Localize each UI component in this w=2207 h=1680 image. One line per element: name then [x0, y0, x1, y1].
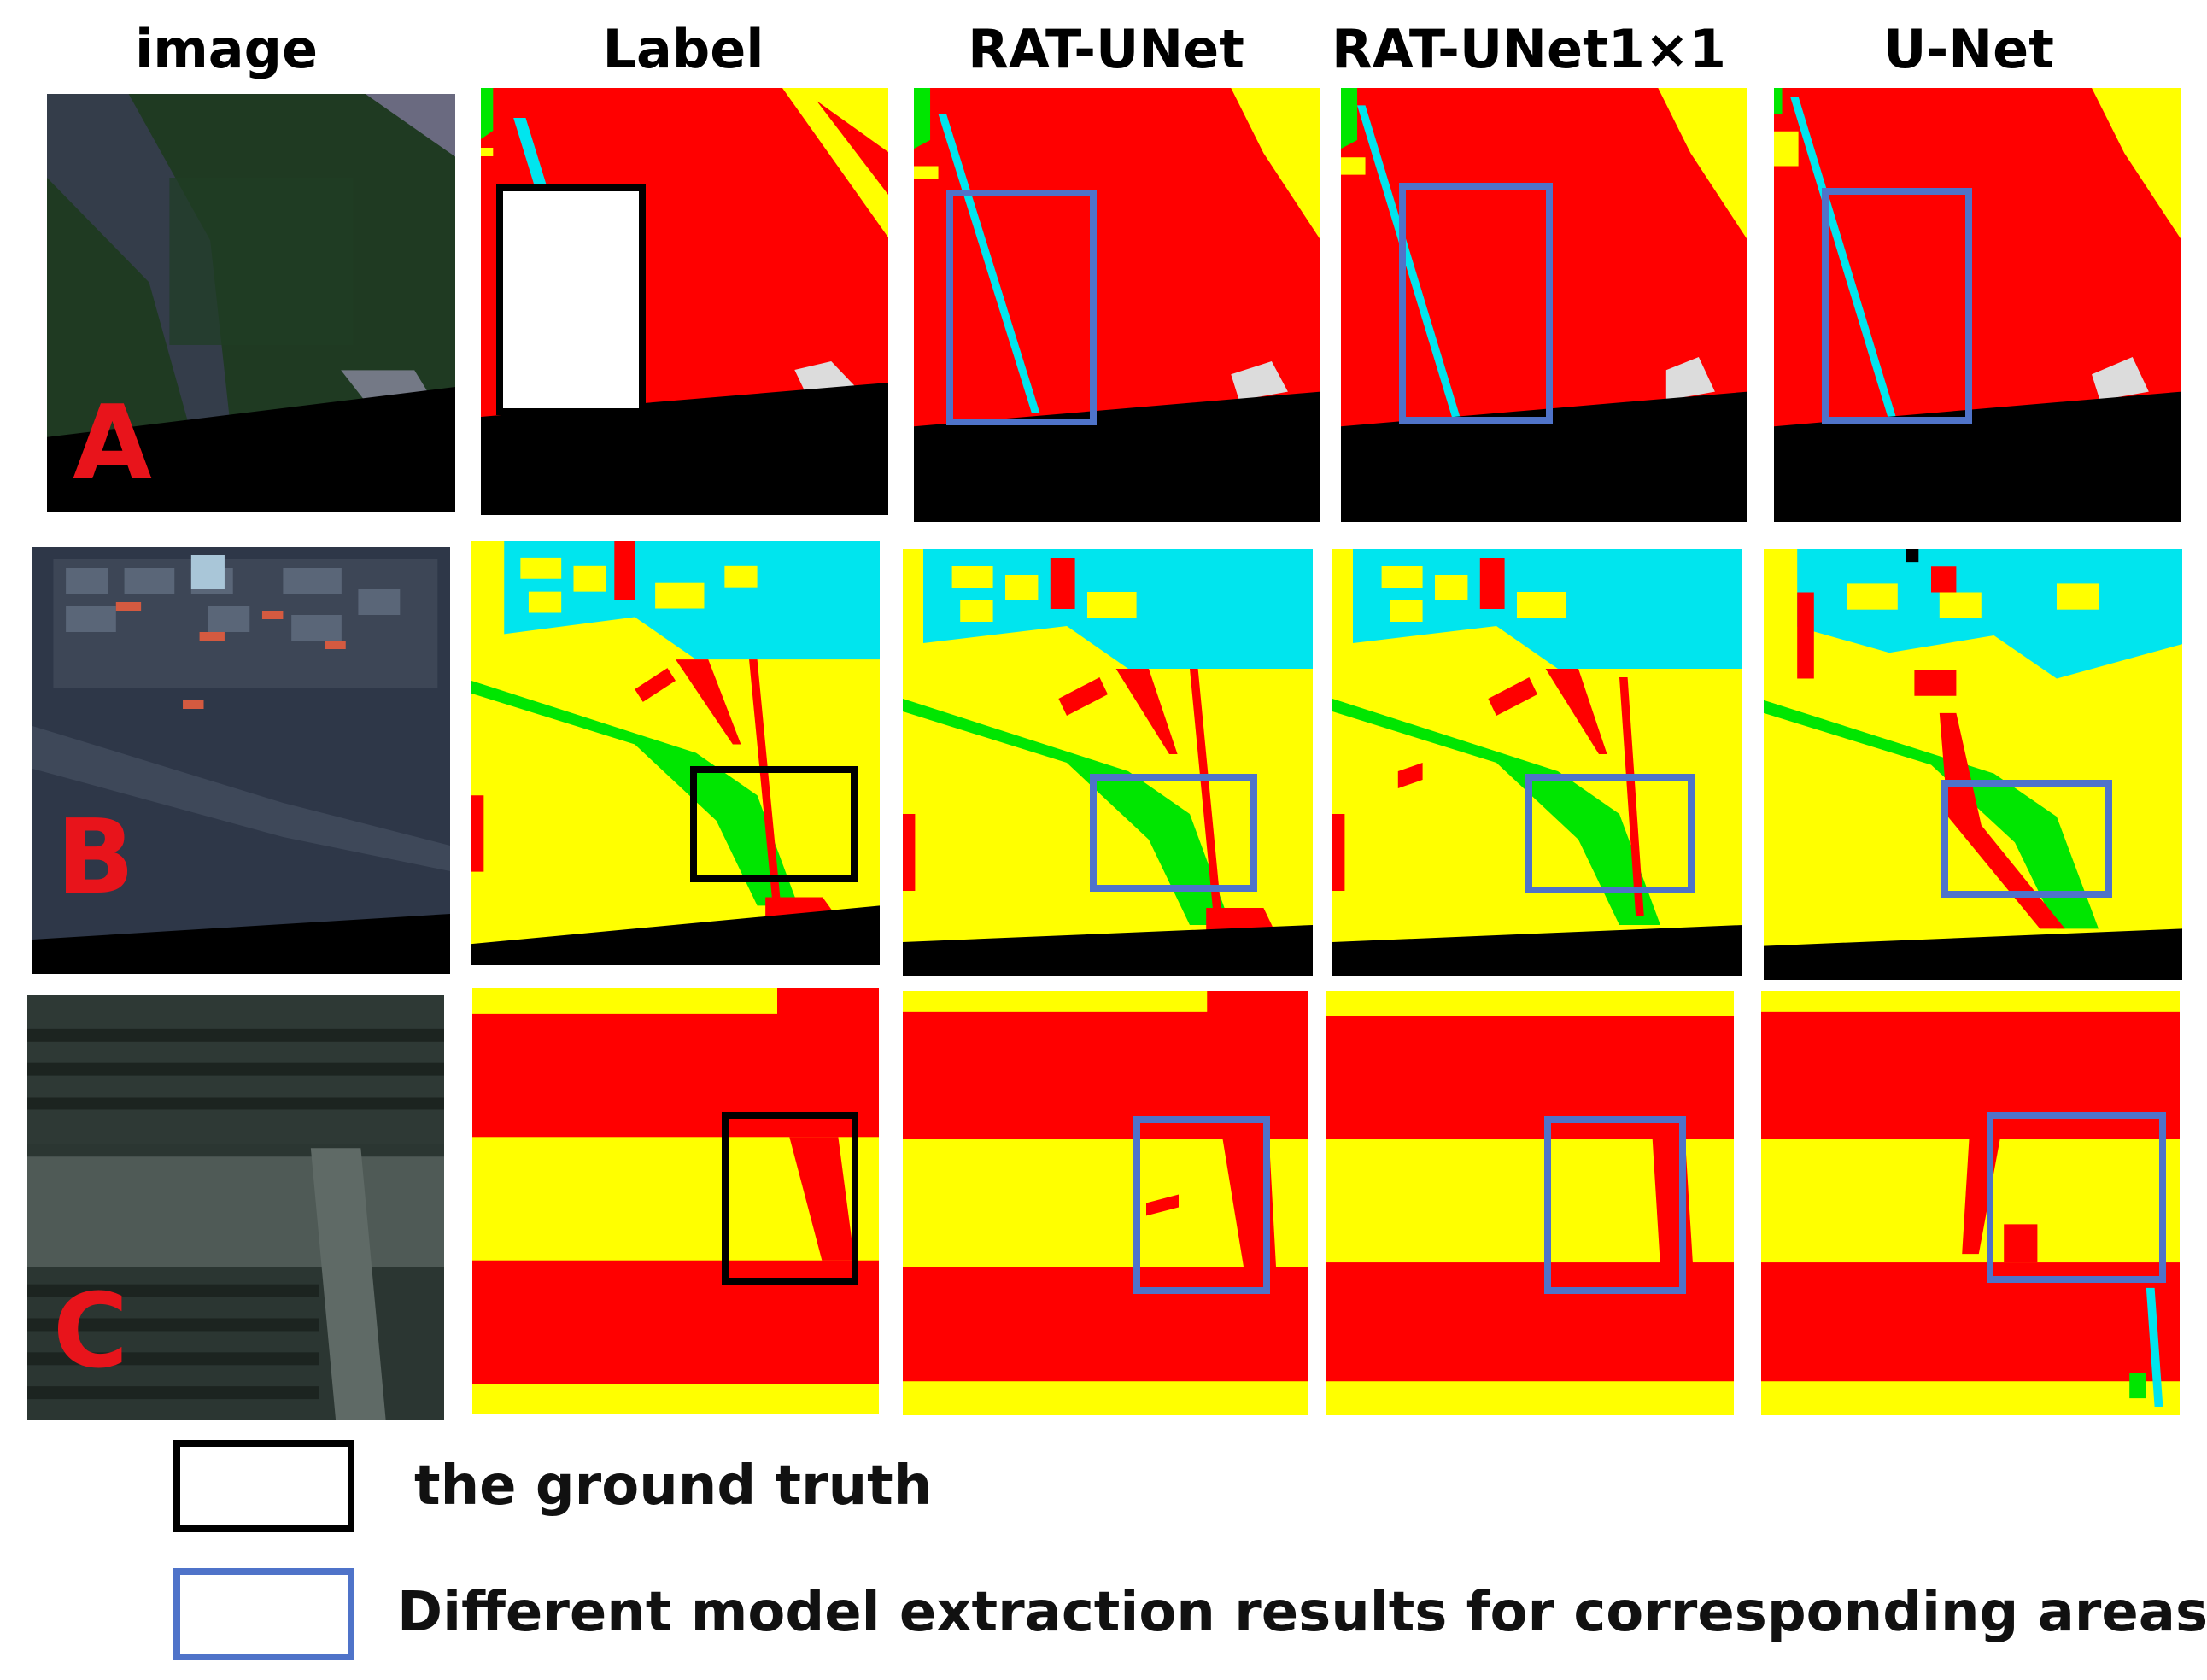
row-b-rat-unet-map: [903, 549, 1313, 976]
row-b-ground-truth-box: [690, 766, 858, 882]
row-a-ground-truth-box: [496, 184, 646, 415]
header-unet: U-Net: [1883, 18, 2054, 80]
row-c-rat-unet-box: [1133, 1116, 1270, 1294]
row-a-unet-box: [1822, 188, 1972, 424]
row-a-rat-unet-map: [914, 88, 1320, 522]
legend-ground-truth-text: the ground truth: [414, 1455, 933, 1518]
row-c-unet-map: [1761, 991, 2180, 1415]
legend-ground-truth-swatch: [173, 1440, 354, 1532]
row-c-rat-unet-1x1-box: [1544, 1116, 1686, 1294]
row-a-rat-unet-1x1-map: [1341, 88, 1747, 522]
row-c-rat-unet-1x1-map: [1326, 991, 1734, 1415]
row-b-unet-box: [1941, 780, 2112, 898]
row-label-c: C: [53, 1273, 129, 1391]
row-a-rat-unet-box: [946, 190, 1097, 425]
row-b-rat-unet-1x1-box: [1525, 774, 1695, 893]
row-b-satellite-image: B: [32, 547, 450, 974]
row-b-unet-map: [1764, 549, 2182, 980]
row-c-ground-truth-box: [722, 1112, 858, 1285]
row-label-b: B: [56, 799, 135, 917]
row-c-rat-unet-map: [903, 991, 1308, 1415]
row-a-rat-unet-1x1-box: [1399, 183, 1553, 424]
header-rat-unet-1x1: RAT-UNet1×1: [1332, 18, 1726, 80]
row-c-unet-box: [1987, 1112, 2166, 1283]
row-c-satellite-image: C: [27, 995, 444, 1420]
row-a-unet-map: [1774, 88, 2181, 522]
row-label-a: A: [73, 384, 152, 503]
row-b-rat-unet-box: [1090, 774, 1257, 892]
legend-model-results-text: Different model extraction results for c…: [397, 1581, 2207, 1644]
header-image: image: [134, 18, 319, 80]
row-b-label-map: [471, 541, 880, 965]
row-a-satellite-image: A: [47, 94, 455, 512]
header-rat-unet: RAT-UNet: [968, 18, 1244, 80]
row-b-rat-unet-1x1-map: [1332, 549, 1742, 976]
legend-model-results-swatch: [173, 1568, 354, 1660]
header-label: Label: [602, 18, 764, 80]
row-c-label-map: [472, 988, 879, 1414]
